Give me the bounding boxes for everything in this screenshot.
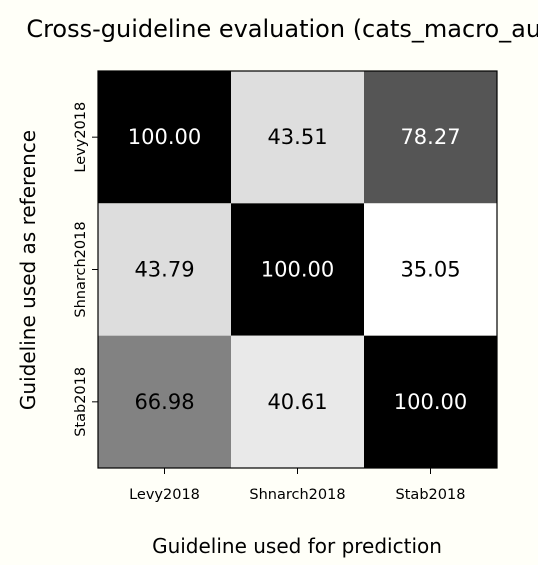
- heatmap-cell-r0-c0: [98, 71, 231, 204]
- heatmap-cell-r1-c0: [98, 203, 231, 336]
- cell-value-r2-c0: 66.98: [134, 390, 194, 414]
- heatmap-cell-labels: 100.00 43.51 78.27 43.79 100.00 35.05 66.98 40.…: [128, 125, 467, 414]
- y-tick-label-2: Stab2018: [73, 367, 89, 437]
- cell-value-r1-c1: 100.00: [261, 258, 334, 282]
- y-axis-ticks: Levy2018 Shnarch2018 Stab2018: [73, 102, 98, 437]
- cell-value-r0-c1: 43.51: [267, 125, 327, 149]
- cell-value-r2-c1: 40.61: [267, 390, 327, 414]
- cell-value-r2-c2: 100.00: [394, 390, 467, 414]
- x-tick-label-1: Shnarch2018: [249, 487, 345, 503]
- x-tick-label-0: Levy2018: [129, 487, 200, 503]
- heatmap-cell-r0-c1: [231, 71, 364, 204]
- y-tick-label-0: Levy2018: [73, 102, 89, 173]
- heatmap-cell-r0-c2: [364, 71, 497, 204]
- chart-title: Cross-guideline evaluation (cats_macro_a…: [26, 15, 538, 43]
- x-axis-ticks: Levy2018 Shnarch2018 Stab2018: [129, 468, 465, 503]
- heatmap-cell-r2-c0: [98, 335, 231, 468]
- cell-value-r0-c2: 78.27: [400, 125, 460, 149]
- y-tick-label-1: Shnarch2018: [73, 221, 89, 317]
- heatmap-cell-r1-c1: [231, 203, 364, 336]
- cell-value-r1-c0: 43.79: [134, 258, 194, 282]
- y-axis-label: Guideline used as reference: [16, 130, 40, 410]
- heatmap-cell-r1-c2: [364, 203, 497, 336]
- cell-value-r1-c2: 35.05: [400, 258, 460, 282]
- heatmap-cell-r2-c2: [364, 335, 497, 468]
- x-tick-label-2: Stab2018: [396, 487, 466, 503]
- cell-value-r0-c0: 100.00: [128, 125, 201, 149]
- heatmap-cell-r2-c1: [231, 335, 364, 468]
- heatmap-cells: [98, 71, 497, 468]
- x-axis-label: Guideline used for prediction: [152, 534, 442, 558]
